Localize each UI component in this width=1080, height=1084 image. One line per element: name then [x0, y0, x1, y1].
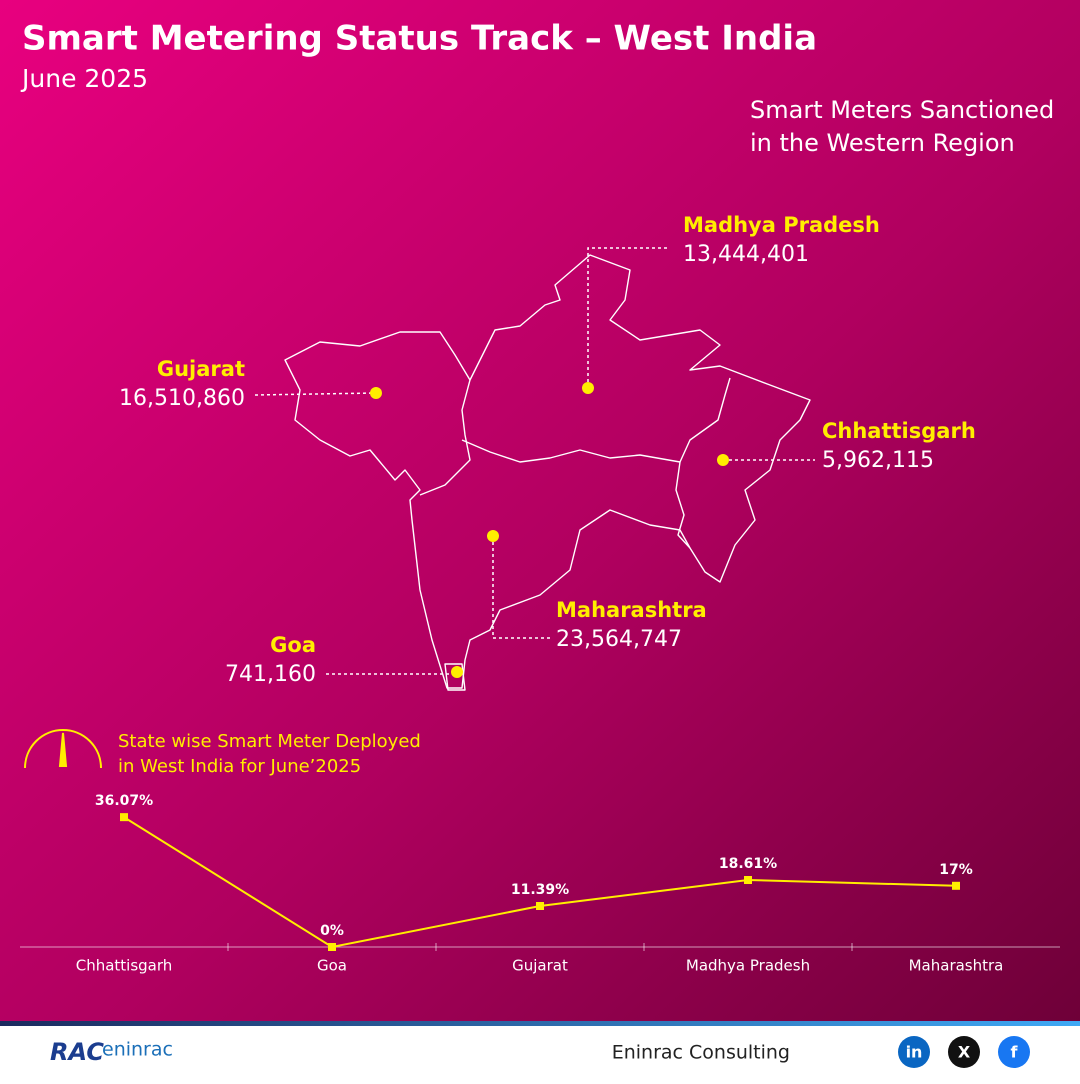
logo-word: eninrac	[102, 1039, 173, 1061]
x-tick-label: Chhattisgarh	[76, 957, 173, 975]
state-border	[675, 461, 691, 549]
leader-line	[254, 392, 377, 396]
logo-mark: RAC	[50, 1038, 104, 1066]
map-title: Smart Meters Sanctioned	[750, 96, 1054, 124]
social-label: f	[1011, 1043, 1019, 1062]
state-value: 16,510,860	[119, 386, 245, 411]
state-border	[461, 377, 731, 463]
social-icon	[998, 1036, 1030, 1068]
divider-bar	[0, 1021, 1080, 1026]
state-dot	[717, 454, 729, 466]
data-label: 36.07%	[95, 793, 153, 809]
leader-line	[492, 536, 550, 639]
state-name: Chhattisgarh	[822, 419, 976, 443]
chart-title: in West India for June’2025	[118, 756, 361, 777]
background	[0, 0, 1080, 1025]
social-icon	[948, 1036, 980, 1068]
state-dot	[582, 382, 594, 394]
state-value: 741,160	[225, 662, 316, 687]
state-border	[444, 663, 466, 691]
data-point	[744, 876, 752, 885]
title: Smart Metering Status Track – West India	[22, 19, 817, 59]
data-label: 0%	[320, 923, 344, 939]
x-tick-label: Goa	[317, 957, 347, 975]
state-value: 23,564,747	[556, 627, 682, 652]
data-point	[952, 881, 960, 890]
social-icon	[898, 1036, 930, 1068]
data-label: 11.39%	[511, 882, 569, 898]
gauge-arc	[24, 729, 102, 769]
data-point	[120, 813, 128, 822]
state-name: Gujarat	[157, 357, 245, 381]
social-label: in	[906, 1043, 923, 1062]
gauge-icon	[24, 729, 102, 769]
data-label: 18.61%	[719, 856, 777, 872]
gauge-needle	[58, 732, 68, 767]
state-dot	[451, 666, 463, 678]
x-tick-label: Gujarat	[512, 957, 568, 975]
data-point	[328, 943, 336, 951]
x-tick-label: Madhya Pradesh	[686, 957, 810, 975]
company: Eninrac Consulting	[612, 1042, 790, 1064]
chart-title: State wise Smart Meter Deployed	[118, 731, 421, 752]
leader-line	[587, 247, 670, 388]
data-point	[536, 901, 544, 910]
x-tick-label: Maharashtra	[909, 957, 1004, 975]
state-value: 5,962,115	[822, 448, 934, 473]
subtitle: June 2025	[20, 64, 148, 93]
state-name: Madhya Pradesh	[683, 213, 880, 237]
state-value: 13,444,401	[683, 242, 809, 267]
data-label: 17%	[939, 862, 973, 878]
map-title: in the Western Region	[750, 129, 1015, 157]
state-name: Goa	[270, 633, 316, 657]
map-outline	[284, 254, 811, 689]
state-dot	[487, 530, 499, 542]
map	[284, 254, 811, 691]
state-border	[419, 379, 471, 496]
state-dot	[370, 387, 382, 399]
state-name: Maharashtra	[556, 598, 707, 622]
social-label: X	[958, 1043, 971, 1062]
